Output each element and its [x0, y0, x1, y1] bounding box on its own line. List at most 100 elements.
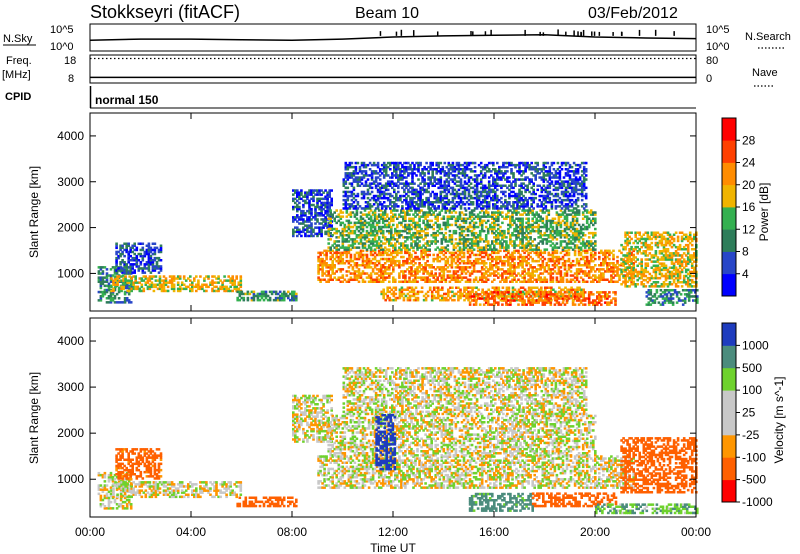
- echo-cell: [392, 223, 395, 227]
- echo-cell: [369, 246, 373, 249]
- echo-cell: [594, 264, 597, 267]
- echo-cell: [145, 263, 149, 266]
- echo-cell: [521, 240, 524, 243]
- echo-cell: [355, 266, 359, 269]
- echo-cell: [392, 209, 395, 212]
- echo-cell: [454, 266, 458, 269]
- echo-cell: [323, 253, 326, 257]
- echo-cell: [238, 298, 242, 302]
- echo-cell: [630, 276, 633, 279]
- echo-cell: [509, 264, 512, 267]
- echo-cell: [377, 213, 381, 216]
- echo-cell: [383, 251, 387, 255]
- echo-cell: [456, 257, 460, 261]
- echo-cell: [458, 251, 462, 255]
- echo-cell: [567, 268, 571, 271]
- echo-cell: [565, 227, 569, 231]
- echo-cell: [107, 274, 111, 277]
- echo-cell: [426, 231, 429, 235]
- echo-cell: [300, 197, 303, 201]
- echo-cell: [450, 278, 454, 281]
- echo-cell: [624, 259, 627, 263]
- echo-cell: [376, 161, 380, 165]
- echo-cell: [467, 207, 471, 210]
- echo-cell: [219, 287, 222, 291]
- echo-cell: [594, 248, 597, 251]
- echo-cell: [458, 262, 462, 265]
- echo-cell: [460, 276, 464, 279]
- echo-cell: [172, 289, 176, 293]
- echo-cell: [392, 268, 395, 271]
- echo-cell: [456, 276, 460, 279]
- echo-cell: [345, 229, 349, 233]
- echo-cell: [497, 227, 500, 231]
- echo-cell: [460, 270, 464, 273]
- echo-cell: [385, 276, 389, 279]
- echo-cell: [418, 240, 421, 243]
- echo-cell: [541, 280, 545, 283]
- echo-cell: [408, 217, 411, 220]
- echo-cell: [470, 262, 474, 265]
- echo-cell: [377, 209, 381, 212]
- echo-cell: [373, 248, 377, 251]
- echo-cell: [195, 275, 198, 278]
- echo-cell: [119, 244, 122, 247]
- echo-cell: [353, 278, 357, 281]
- echo-cell: [310, 214, 313, 217]
- echo-cell: [486, 257, 490, 261]
- echo-cell: [563, 246, 567, 249]
- echo-cell: [446, 270, 450, 273]
- echo-cell: [339, 209, 343, 212]
- echo-cell: [581, 257, 585, 261]
- echo-cell: [394, 244, 397, 247]
- echo-cell: [545, 234, 549, 237]
- echo-cell: [398, 280, 401, 283]
- echo-cell: [414, 276, 417, 279]
- echo-cell: [523, 257, 526, 261]
- echo-cell: [537, 236, 540, 239]
- echo-cell: [306, 209, 309, 213]
- echo-cell: [359, 255, 363, 259]
- echo-cell: [252, 290, 256, 294]
- echo-cell: [412, 236, 415, 239]
- echo-cell: [377, 262, 381, 265]
- echo-cell: [205, 275, 208, 278]
- echo-cell: [416, 225, 419, 229]
- echo-cell: [458, 248, 462, 251]
- echo-cell: [379, 217, 383, 220]
- echo-cell: [119, 263, 122, 266]
- echo-cell: [373, 217, 377, 220]
- echo-cell: [320, 197, 323, 201]
- echo-cell: [246, 296, 250, 300]
- echo-cell: [296, 203, 299, 207]
- echo-cell: [468, 213, 472, 216]
- echo-cell: [458, 223, 462, 227]
- echo-cell: [537, 268, 540, 271]
- echo-cell: [359, 227, 363, 231]
- echo-cell: [614, 274, 617, 277]
- echo-cell: [345, 248, 349, 251]
- echo-cell: [468, 238, 472, 241]
- echo-cell: [113, 295, 117, 298]
- echo-cell: [191, 287, 194, 291]
- echo-cell: [527, 270, 530, 273]
- echo-cell: [549, 240, 553, 243]
- echo-cell: [581, 278, 585, 281]
- echo-cell: [369, 219, 373, 223]
- echo-cell: [149, 256, 153, 260]
- echo-cell: [127, 299, 131, 302]
- echo-cell: [361, 227, 365, 231]
- echo-cell: [581, 264, 585, 267]
- echo-cell: [193, 285, 196, 289]
- echo-cell: [329, 276, 332, 279]
- echo-cell: [571, 223, 575, 227]
- echo-cell: [513, 227, 516, 231]
- echo-cell: [367, 213, 371, 216]
- echo-cell: [456, 253, 460, 257]
- echo-cell: [446, 225, 450, 229]
- echo-cell: [295, 292, 298, 296]
- echo-cell: [400, 229, 403, 233]
- echo-cell: [345, 255, 349, 259]
- echo-cell: [402, 229, 405, 233]
- echo-cell: [355, 221, 359, 225]
